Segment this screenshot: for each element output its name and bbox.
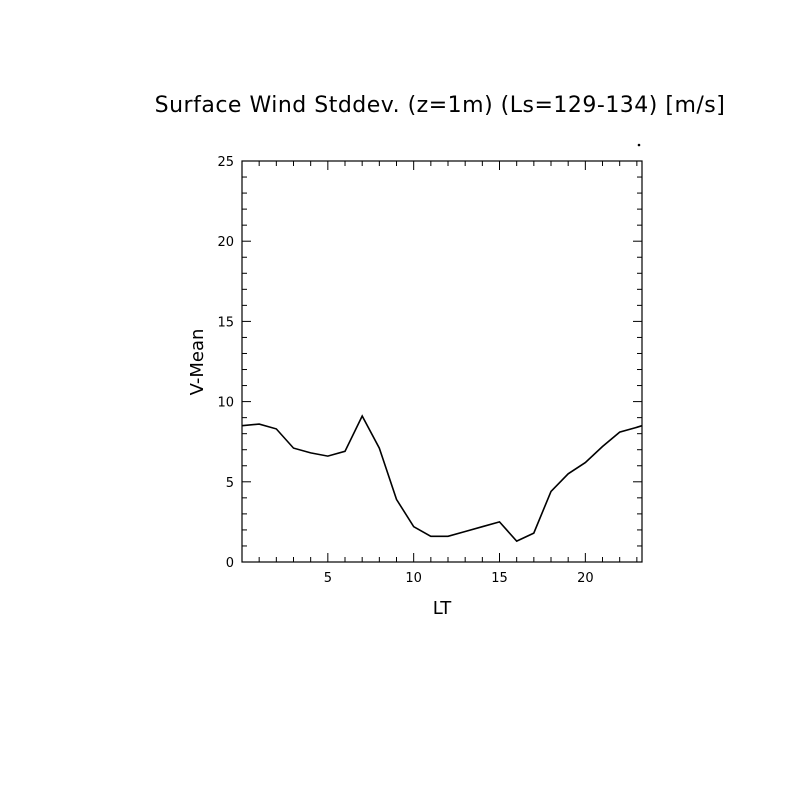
x-tick-label: 20: [577, 571, 594, 586]
y-axis-label: V-Mean: [187, 329, 208, 396]
chart-title: Surface Wind Stddev. (z=1m) (Ls=129-134)…: [155, 93, 726, 118]
x-tick-label: 5: [324, 571, 332, 586]
corner-dot: [637, 143, 641, 147]
y-tick-label: 20: [217, 235, 234, 250]
y-tick-label: 10: [217, 396, 234, 411]
y-tick-label: 15: [217, 315, 234, 330]
y-tick-label: 25: [217, 155, 234, 170]
tick-labels: 5 10 15 20 0 5 10 15 20 25: [217, 155, 593, 586]
x-axis-label: LT: [433, 598, 453, 619]
axis-ticks: [241, 160, 642, 563]
y-tick-label: 5: [226, 476, 234, 491]
x-tick-label: 15: [491, 571, 508, 586]
series-line: [241, 414, 643, 543]
x-tick-label: 10: [405, 571, 422, 586]
y-tick-label: 0: [226, 556, 234, 571]
plot-frame: [241, 160, 643, 563]
